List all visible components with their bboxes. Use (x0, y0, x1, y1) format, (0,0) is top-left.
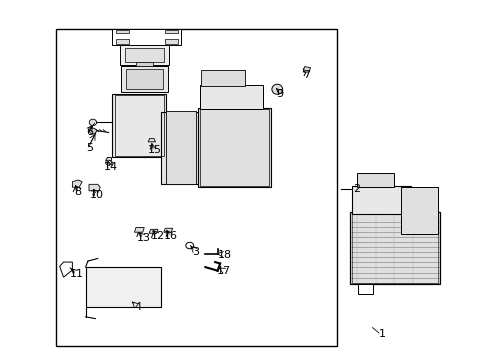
Bar (126, 69, 163, 89)
Bar (124, 48, 163, 62)
Text: 11: 11 (70, 269, 83, 279)
Polygon shape (148, 139, 155, 142)
Bar (166, 111, 195, 184)
Polygon shape (134, 228, 144, 232)
Text: 3: 3 (192, 247, 199, 257)
Text: 14: 14 (104, 162, 118, 172)
Ellipse shape (89, 119, 97, 126)
Bar (116, 30, 128, 33)
Bar (199, 85, 263, 109)
Bar (165, 30, 177, 33)
Bar (115, 95, 163, 156)
Text: 9: 9 (276, 89, 283, 99)
Polygon shape (163, 228, 172, 232)
Bar (351, 213, 437, 283)
Polygon shape (89, 184, 100, 191)
Text: 4: 4 (135, 302, 142, 312)
Text: 13: 13 (137, 233, 150, 243)
Text: 6: 6 (86, 127, 93, 138)
Bar (358, 284, 372, 294)
Bar (199, 109, 268, 186)
Text: 17: 17 (217, 266, 230, 276)
Bar (349, 212, 439, 284)
Polygon shape (72, 180, 82, 187)
Bar (116, 39, 128, 44)
Text: 2: 2 (353, 184, 360, 194)
Polygon shape (112, 29, 181, 45)
Bar (201, 70, 245, 86)
Ellipse shape (185, 242, 193, 249)
Bar (120, 45, 168, 65)
Text: 5: 5 (86, 143, 93, 153)
Polygon shape (149, 229, 158, 233)
Polygon shape (105, 157, 111, 160)
Bar (112, 94, 166, 157)
Bar (136, 62, 153, 66)
Ellipse shape (105, 160, 111, 165)
Bar (356, 173, 393, 187)
Bar (85, 267, 161, 307)
Bar (165, 39, 177, 44)
Bar (121, 66, 167, 92)
Text: 8: 8 (75, 186, 81, 197)
Bar (400, 187, 437, 234)
Bar (161, 112, 200, 184)
Text: 18: 18 (218, 250, 231, 260)
Text: 12: 12 (150, 231, 164, 241)
Bar (351, 186, 410, 214)
Text: 7: 7 (303, 69, 310, 80)
Polygon shape (60, 262, 72, 277)
Polygon shape (303, 67, 310, 72)
Ellipse shape (271, 84, 282, 94)
Text: 1: 1 (378, 329, 385, 339)
Text: 15: 15 (148, 145, 162, 156)
Bar (56, 29, 337, 346)
Bar (198, 108, 271, 187)
Text: 16: 16 (164, 231, 178, 241)
Text: 10: 10 (89, 190, 103, 200)
Ellipse shape (89, 128, 96, 134)
